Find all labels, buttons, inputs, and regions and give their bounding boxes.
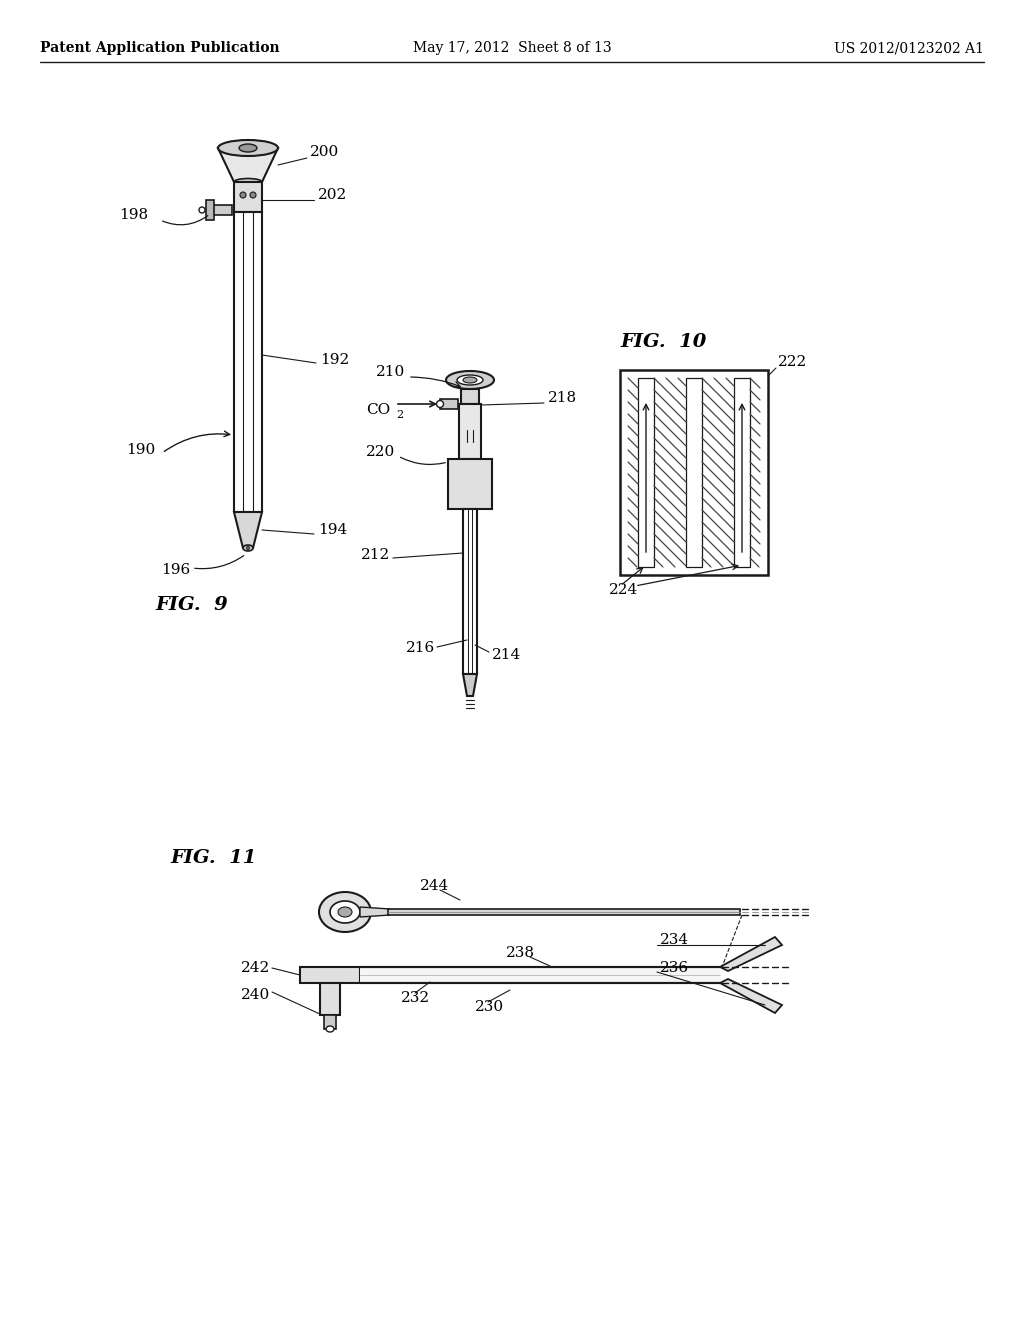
Ellipse shape [199,207,205,213]
Text: 200: 200 [310,145,339,158]
Ellipse shape [338,907,352,917]
Bar [440,399,458,409]
Ellipse shape [436,400,443,408]
Text: 2: 2 [396,411,403,420]
Polygon shape [720,937,782,972]
Bar [686,378,702,568]
Ellipse shape [240,191,246,198]
Ellipse shape [218,140,278,156]
Text: 212: 212 [360,548,390,562]
Bar [459,404,481,459]
Bar [449,459,492,510]
Text: 224: 224 [609,583,639,597]
Bar [234,213,262,512]
Text: Patent Application Publication: Patent Application Publication [40,41,280,55]
Text: 236: 236 [660,961,689,975]
Text: 194: 194 [318,523,347,537]
Bar [461,389,479,404]
Text: 242: 242 [241,961,270,975]
Text: US 2012/0123202 A1: US 2012/0123202 A1 [834,41,984,55]
Ellipse shape [326,1026,334,1032]
Text: 220: 220 [366,445,395,459]
Ellipse shape [319,892,371,932]
Text: 218: 218 [548,391,578,405]
Text: 240: 240 [241,987,270,1002]
Bar [300,968,360,983]
Text: 196: 196 [161,564,190,577]
Text: 238: 238 [506,946,535,960]
Bar [463,510,477,675]
Bar [210,205,232,215]
Ellipse shape [330,902,360,923]
Bar [734,378,750,568]
Polygon shape [218,148,278,182]
Text: 222: 222 [778,355,807,370]
Text: FIG.  11: FIG. 11 [170,849,256,867]
Bar [360,968,720,983]
Ellipse shape [463,378,477,383]
Polygon shape [234,512,262,548]
Ellipse shape [250,191,256,198]
Text: 192: 192 [319,352,349,367]
Text: FIG.  10: FIG. 10 [620,333,707,351]
Bar [319,983,340,1015]
Bar [234,182,262,213]
Text: FIG.  9: FIG. 9 [155,597,227,614]
Text: 210: 210 [376,366,406,379]
Ellipse shape [243,545,253,550]
Text: 244: 244 [421,879,450,894]
Ellipse shape [239,144,257,152]
Bar [388,909,740,915]
Ellipse shape [247,546,250,549]
Bar [206,201,214,220]
Text: 214: 214 [492,648,521,663]
Ellipse shape [446,371,494,389]
Text: 230: 230 [475,1001,505,1014]
Text: 190: 190 [126,444,155,457]
Bar [324,1015,336,1030]
Bar [620,370,768,576]
Polygon shape [720,979,782,1012]
Polygon shape [463,675,477,696]
Polygon shape [360,907,390,917]
Ellipse shape [457,375,483,385]
Text: 216: 216 [406,642,435,655]
Bar [638,378,654,568]
Text: CO: CO [366,403,390,417]
Text: 234: 234 [660,933,689,946]
Text: 232: 232 [400,991,429,1005]
Text: May 17, 2012  Sheet 8 of 13: May 17, 2012 Sheet 8 of 13 [413,41,611,55]
Text: 198: 198 [119,209,148,222]
Ellipse shape [234,178,262,186]
Text: 202: 202 [318,187,347,202]
